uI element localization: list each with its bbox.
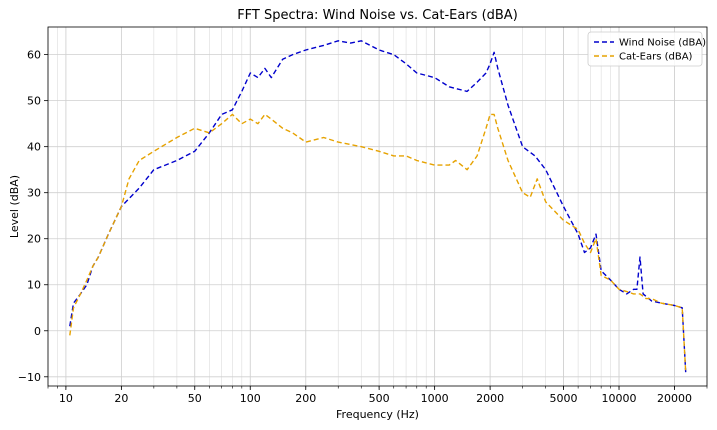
legend-label-cat-ears: Cat-Ears (dBA) — [619, 52, 693, 63]
y-tick-label: 40 — [27, 141, 41, 154]
x-axis-label: Frequency (Hz) — [336, 408, 419, 421]
chart-title: FFT Spectra: Wind Noise vs. Cat-Ears (dB… — [237, 8, 518, 23]
y-axis-label: Level (dBA) — [8, 175, 21, 238]
legend-label-wind-noise: Wind Noise (dBA) — [619, 38, 706, 49]
ticks-layer: 10 20 50 100 200 500 1000 2000 5000 10000 20000−10… — [18, 49, 708, 405]
x-tick-label: 2000 — [476, 392, 504, 405]
x-tick-label: 20 — [114, 392, 128, 405]
x-tick-label: 10 — [59, 392, 73, 405]
x-tick-label: 20000 — [657, 392, 692, 405]
y-tick-label: 20 — [27, 233, 41, 246]
grid-layer — [47, 27, 708, 386]
series-layer — [69, 40, 687, 373]
x-tick-label: 50 — [188, 392, 202, 405]
x-tick-label: 1000 — [421, 392, 449, 405]
x-tick-label: 500 — [369, 392, 390, 405]
y-tick-label: 50 — [27, 95, 41, 108]
series-line-cat-ears — [69, 113, 687, 373]
x-tick-label: 200 — [295, 392, 316, 405]
x-tick-label: 100 — [240, 392, 261, 405]
y-tick-label: 10 — [27, 279, 41, 292]
y-tick-label: −10 — [18, 371, 41, 384]
y-tick-label: 30 — [27, 187, 41, 200]
legend-box — [587, 31, 703, 67]
legend: Wind Noise (dBA) Cat-Ears (dBA) — [587, 31, 706, 67]
x-tick-label: 5000 — [550, 392, 578, 405]
y-tick-label: 0 — [34, 325, 41, 338]
y-tick-label: 60 — [27, 49, 41, 62]
plot-frame — [47, 26, 708, 387]
series-line-wind-noise — [69, 40, 687, 373]
x-tick-label: 10000 — [602, 392, 637, 405]
